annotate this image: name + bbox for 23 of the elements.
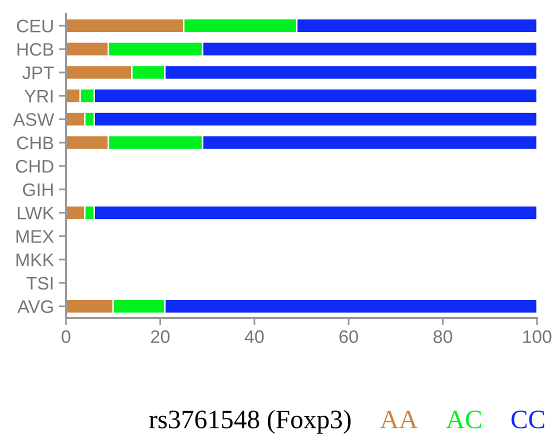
y-tick-label: GIH [23, 183, 53, 196]
x-tick-label: 60 [339, 330, 358, 344]
y-tick-label: ASW [13, 113, 54, 126]
x-tick-label: 40 [244, 330, 264, 344]
y-tick-label: YRI [24, 90, 53, 102]
x-tick-label: 0 [62, 330, 70, 344]
y-tick-label: TSI [26, 276, 53, 290]
y-tick-label: CHD [16, 160, 54, 173]
y-tick-label: LWK [18, 206, 54, 220]
text: AC [446, 410, 482, 428]
legend-title: rs3761548 (Foxp3) [149, 410, 351, 434]
y-tick-label: CEU [16, 20, 53, 32]
x-tick-label: 20 [151, 330, 170, 344]
y-tick-label: AVG [17, 300, 53, 314]
x-tick-label: 80 [434, 330, 452, 344]
text: CC [512, 410, 544, 428]
text: AA [380, 410, 418, 428]
y-tick-label: MEX [16, 230, 54, 243]
y-tick-label: MKK [16, 254, 54, 266]
y-tick-label: JPT [22, 66, 54, 80]
y-tick-label: HCB [18, 43, 54, 56]
x-tick-label: 100 [523, 330, 552, 344]
y-tick-label: CHB [16, 136, 54, 150]
